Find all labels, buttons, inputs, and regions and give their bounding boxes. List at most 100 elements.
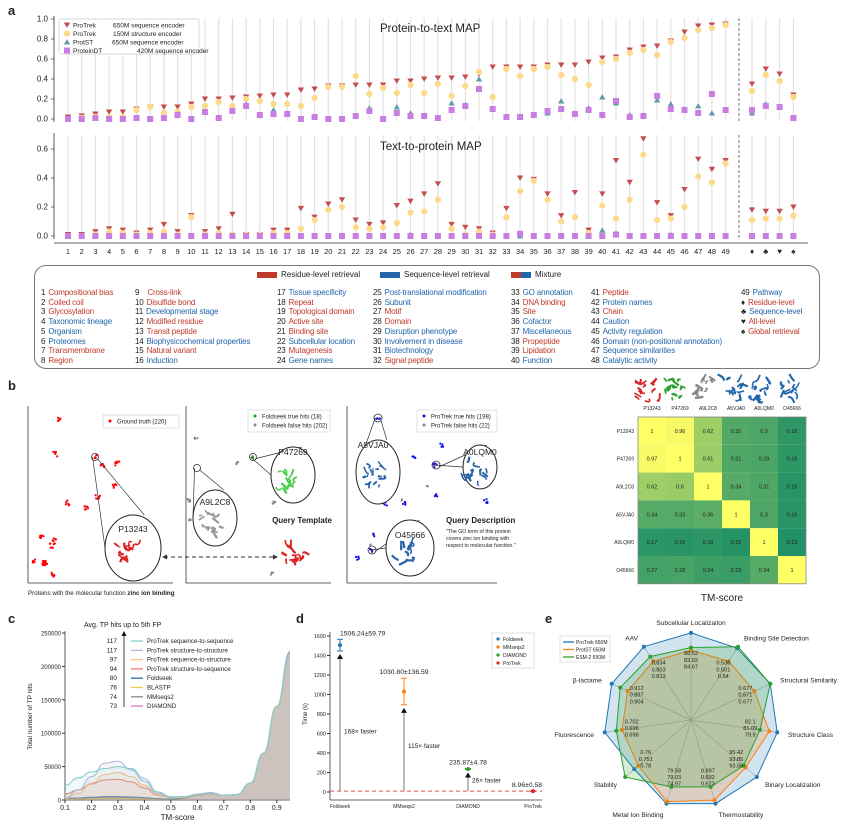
legend-model-desc: 420M sequence encoder <box>137 48 209 55</box>
radar-axis-label: Structural Similarity <box>780 677 837 684</box>
category-label: Organism <box>48 326 82 336</box>
legend-dot <box>422 423 426 427</box>
protein-structure-image <box>390 537 416 566</box>
data-point-square <box>188 116 195 122</box>
category-number: 18 <box>277 297 286 307</box>
data-point-square <box>421 113 428 119</box>
category-label: Cross-link <box>147 288 182 297</box>
foldseek-false-hit <box>196 436 199 440</box>
structure-strand <box>649 378 657 385</box>
x-tick-label: ProTrek <box>524 804 542 810</box>
data-point-square <box>476 233 482 239</box>
data-point-circle <box>325 206 332 213</box>
data-point-circle <box>215 98 222 106</box>
category-number: 12 <box>135 317 144 327</box>
heatmap-cell <box>666 444 694 473</box>
structure-strand <box>751 394 759 402</box>
structure-strand <box>282 486 287 494</box>
y-tick-label: 1200 <box>314 673 326 679</box>
radar-value-label: 0.673 <box>701 782 715 788</box>
swatch-mixture <box>511 271 531 278</box>
data-point-triangle-down <box>612 158 620 164</box>
structure-strand <box>302 551 310 556</box>
structure-strand <box>404 550 410 557</box>
heatmap-cell-value: 0.16 <box>787 512 798 518</box>
data-point-circle <box>640 46 647 54</box>
legend-label: DIAMOND <box>503 653 527 659</box>
y-tick-label: 1400 <box>314 654 326 660</box>
data-point-circle <box>462 82 469 90</box>
y-tick-label: 0 <box>58 799 62 805</box>
ground-truth-point <box>48 542 52 545</box>
heatmap-cell-value: 0.27 <box>647 568 658 574</box>
radar-point <box>689 630 693 635</box>
legend-marker <box>496 661 500 665</box>
x-tick-label: 42 <box>626 247 634 256</box>
avg-tp-hits: 117 <box>107 638 118 645</box>
avg-tp-hits: 117 <box>107 647 118 654</box>
avg-tp-hits: 76 <box>110 685 118 692</box>
data-point-triangle-down <box>748 207 756 213</box>
data-point-square <box>654 93 661 99</box>
structure-strand <box>291 556 300 563</box>
category-number: 4 <box>41 317 46 327</box>
category-label: Natural variant <box>146 346 197 356</box>
ground-truth-point <box>64 503 67 506</box>
data-point-circle <box>626 49 633 57</box>
data-point-circle <box>667 38 674 46</box>
data-point-triangle-down <box>352 82 359 88</box>
data-point-triangle-down <box>407 78 414 84</box>
structure-strand <box>290 468 295 475</box>
area-fill <box>65 653 290 800</box>
y-tick-label: 250000 <box>41 632 62 638</box>
data-point-circle <box>517 72 524 80</box>
structure-strand <box>736 390 745 394</box>
x-tick-label: 3 <box>93 247 97 256</box>
data-point-circle <box>338 83 346 91</box>
data-point-triangle-down <box>393 78 400 84</box>
category-label: Subcellular location <box>288 336 356 346</box>
category-legend-item: 46 Domain (non-positional annotation) <box>591 337 722 347</box>
heatmap-cell-value: 0.31 <box>759 485 770 491</box>
data-point-square <box>708 233 715 239</box>
radar-spoke <box>690 683 772 721</box>
data-point-triangle-down <box>748 81 756 87</box>
category-number: 44 <box>591 317 600 327</box>
structure-strand <box>794 382 800 390</box>
data-point-square <box>517 114 524 120</box>
data-point-circle <box>599 202 606 209</box>
category-label: Miscellaneous <box>522 326 572 336</box>
radar-point <box>636 763 641 768</box>
y-tick-label: 0.6 <box>37 55 49 64</box>
structure-strand <box>460 472 468 482</box>
category-legend-item: 24 Gene names <box>277 356 333 366</box>
data-point-circle <box>654 51 661 59</box>
radar-polygon <box>615 646 771 788</box>
heatmap-cell-value: 0.18 <box>703 540 714 546</box>
radar-value-label: 88.52 <box>684 651 698 657</box>
speedup-arrow-head <box>401 707 407 713</box>
data-point-square <box>65 233 71 239</box>
data-point-square <box>65 116 71 122</box>
x-tick-label: 10 <box>187 247 195 256</box>
ground-truth-point <box>65 501 68 504</box>
category-number: 41 <box>591 288 600 297</box>
radar-value-label: 0.501 <box>716 667 730 673</box>
x-tick-label: 44 <box>653 247 661 256</box>
data-point-square <box>434 233 441 239</box>
data-point-square <box>585 233 592 239</box>
data-point-circle <box>790 212 797 219</box>
heatmap-cell-value: 1 <box>706 485 709 491</box>
data-point-triangle-down <box>762 208 769 215</box>
data-point-circle <box>558 71 565 79</box>
x-tick-label: 6 <box>134 247 138 256</box>
time-point <box>466 767 470 772</box>
data-point-square <box>489 106 496 112</box>
structure-strand <box>390 554 399 561</box>
data-point-square <box>462 233 469 239</box>
x-tick-label: 31 <box>475 247 483 256</box>
radar-spoke <box>690 645 739 721</box>
category-number: ♦ <box>741 297 745 307</box>
legend-dot <box>422 414 426 418</box>
data-point-circle <box>434 196 441 203</box>
